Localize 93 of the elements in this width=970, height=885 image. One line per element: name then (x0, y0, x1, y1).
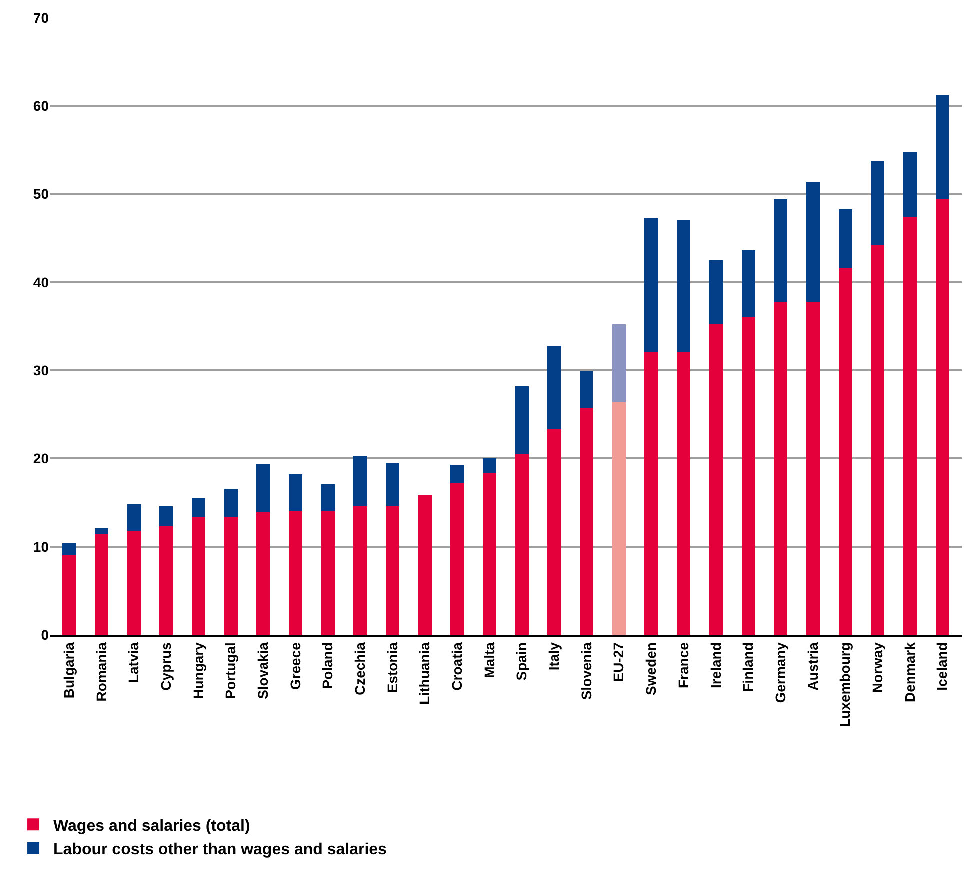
bar (548, 346, 562, 430)
bar (450, 483, 464, 635)
x-tick-label: Croatia (449, 642, 466, 691)
x-tick-label: Lithuania (416, 642, 433, 705)
bar (677, 220, 691, 352)
bar (483, 472, 497, 635)
bar (774, 302, 788, 635)
bar (289, 474, 303, 512)
bar (62, 556, 76, 635)
x-tick-label: Germany (772, 642, 788, 704)
x-tick-label: Luxembourg (837, 642, 854, 728)
bar (742, 250, 756, 318)
bar (936, 200, 950, 635)
bar (192, 498, 206, 517)
y-tick-label: 40 (33, 274, 50, 290)
x-tick-label: Slovakia (255, 642, 271, 700)
bar (709, 324, 723, 635)
bar (709, 260, 723, 324)
bar (224, 490, 238, 517)
x-tick-label: Portugal (222, 642, 239, 700)
x-tick-label: Norway (869, 642, 886, 694)
bar (580, 408, 594, 635)
x-tick-label: Ireland (708, 642, 724, 689)
bar (289, 512, 303, 635)
x-tick-label: Latvia (126, 642, 142, 684)
legend-label: Labour costs other than wages and salaries (54, 842, 388, 859)
y-tick-label: 20 (33, 450, 50, 467)
bar (936, 96, 950, 200)
bar (321, 512, 335, 635)
bar (806, 182, 820, 302)
bar (871, 160, 885, 246)
bar (806, 302, 820, 635)
y-tick-label: 30 (33, 362, 50, 378)
bar (612, 402, 626, 635)
x-tick-label: Poland (320, 642, 336, 690)
bar (774, 200, 788, 302)
x-tick-label: France (675, 642, 692, 689)
bar (838, 209, 852, 268)
x-tick-label: Bulgaria (60, 642, 77, 699)
x-tick-label: Denmark (902, 642, 918, 703)
bar (903, 152, 918, 218)
bar (450, 464, 464, 484)
bar (256, 512, 270, 635)
x-tick-label: Italy (546, 642, 562, 671)
legend-label: Wages and salaries (total) (54, 818, 250, 835)
x-tick-label: Malta (481, 642, 498, 678)
x-tick-label: Slovenia (578, 642, 594, 700)
y-tick-label: 60 (33, 98, 50, 114)
bar (94, 528, 109, 535)
x-tick-label: Estonia (384, 642, 400, 694)
bar (354, 506, 368, 635)
y-tick-label: 0 (41, 626, 50, 643)
x-tick-label: Hungary (190, 642, 206, 700)
bar (515, 454, 529, 635)
bar (871, 245, 885, 635)
bar (515, 386, 529, 454)
bar (742, 318, 756, 635)
bar (256, 464, 270, 512)
x-tick-label: Cyprus (158, 642, 174, 691)
bar (94, 534, 109, 635)
y-tick-label: 10 (33, 538, 50, 555)
bar (127, 504, 141, 531)
bar (838, 268, 852, 635)
bar (160, 526, 174, 635)
bar (677, 352, 691, 635)
x-tick-label: EU-27 (610, 642, 627, 682)
bar (127, 530, 141, 635)
x-tick-label: Austria (804, 642, 821, 691)
bar (224, 516, 238, 635)
x-tick-label: Iceland (934, 642, 950, 691)
x-tick-label: Sweden (643, 642, 660, 696)
bar (386, 463, 400, 506)
bar (192, 516, 206, 635)
bar (903, 217, 918, 635)
x-tick-label: Czechia (352, 642, 368, 696)
bar (580, 371, 594, 408)
bar (354, 456, 368, 506)
x-tick-label: Finland (740, 642, 756, 692)
bar (612, 324, 626, 402)
x-tick-label: Romania (93, 642, 110, 702)
x-tick-label: Greece (287, 642, 304, 690)
y-tick-label: 50 (33, 186, 50, 202)
bar (644, 218, 658, 352)
x-tick-label: Spain (514, 642, 530, 681)
bar (548, 430, 562, 635)
bar (321, 484, 335, 512)
bar (386, 506, 400, 635)
y-tick-label: 70 (33, 10, 50, 26)
bar (483, 458, 497, 473)
bar (160, 506, 174, 527)
bar (644, 352, 658, 635)
bar (418, 496, 432, 635)
bar (62, 543, 76, 556)
